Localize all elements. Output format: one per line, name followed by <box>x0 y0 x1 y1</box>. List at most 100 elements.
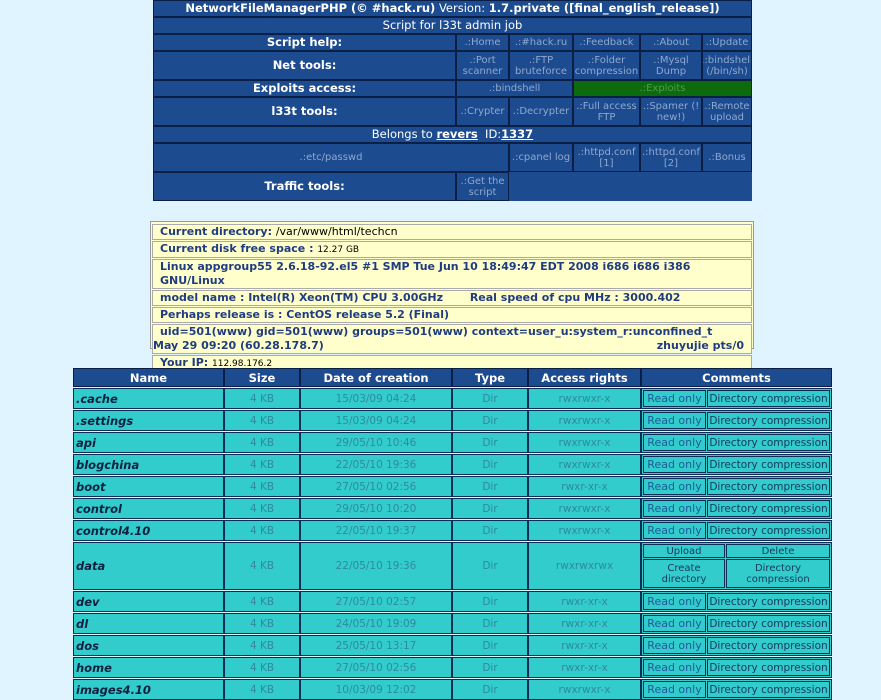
file-type: Dir <box>452 657 528 678</box>
file-rights: rwxr-xr-x <box>528 657 641 678</box>
file-type: Dir <box>452 432 528 453</box>
file-date: 27/05/10 02:56 <box>300 657 452 678</box>
file-date: 22/05/10 19:37 <box>300 520 452 541</box>
directory-compression-button[interactable]: Directory compression <box>707 593 830 610</box>
delete-button[interactable]: Delete <box>726 544 830 558</box>
table-row: api 4 KB 29/05/10 10:46 Dir rwxrwxr-x Read on… <box>73 432 832 453</box>
col-size[interactable]: Size <box>224 368 300 387</box>
file-date: 15/03/09 04:24 <box>300 410 452 431</box>
link-full-access-ftp[interactable]: .:Full access FTP <box>573 97 640 126</box>
col-comments[interactable]: Comments <box>641 368 832 387</box>
directory-compression-button[interactable]: Directory compression <box>707 500 830 517</box>
link-update[interactable]: .:Update <box>702 34 752 51</box>
directory-compression-button[interactable]: Directory compression <box>707 615 830 632</box>
exploits-label: Exploits access: <box>153 80 456 97</box>
file-size: 4 KB <box>224 542 300 590</box>
directory-compression-button[interactable]: Directory compression <box>707 412 830 429</box>
directory-compression-button[interactable]: Directory compression <box>707 522 830 539</box>
link-cpanel-log[interactable]: .:cpanel log <box>509 143 573 172</box>
directory-compression-button[interactable]: Directory compression <box>707 637 830 654</box>
file-name[interactable]: control4.10 <box>73 520 224 541</box>
directory-compression-button[interactable]: Directory compression <box>707 659 830 676</box>
col-date[interactable]: Date of creation <box>300 368 452 387</box>
link-etc-passwd[interactable]: .:etc/passwd <box>153 143 509 172</box>
link-bonus[interactable]: .:Bonus <box>702 143 752 172</box>
id-link[interactable]: 1337 <box>501 127 534 141</box>
link-crypter[interactable]: .:Crypter <box>456 97 509 126</box>
link-folder-compression[interactable]: .:Folder compression <box>573 51 640 80</box>
file-name[interactable]: dos <box>73 635 224 656</box>
disk-free: Current disk free space : 12.27 GB <box>152 241 752 258</box>
file-rights: rwxrwxr-x <box>528 388 641 409</box>
read-only-badge: Read only <box>643 434 706 451</box>
link-hackru[interactable]: .:#hack.ru <box>509 34 573 51</box>
read-only-badge: Read only <box>643 522 706 539</box>
link-home[interactable]: .:Home <box>456 34 509 51</box>
link-ftp-bruteforce[interactable]: .:FTP bruteforce <box>509 51 573 80</box>
link-remote-upload[interactable]: .:Remote upload <box>702 97 752 126</box>
table-row: .settings 4 KB 15/03/09 04:24 Dir rwxrwxr-x R… <box>73 410 832 431</box>
link-exploits[interactable]: .:Exploits <box>573 80 752 97</box>
file-date: 27/05/10 02:57 <box>300 591 452 612</box>
file-name[interactable]: data <box>73 542 224 590</box>
directory-compression-button[interactable]: Directory compression <box>707 478 830 495</box>
current-directory: Current directory: /var/www/html/techcn <box>152 224 752 240</box>
file-rights: rwxrwxrwx <box>528 542 641 590</box>
file-rights: rwxrwxr-x <box>528 454 641 475</box>
server-info: Current directory: /var/www/html/techcn … <box>150 221 754 372</box>
file-rights: rwxrwxr-x <box>528 410 641 431</box>
file-name[interactable]: dev <box>73 591 224 612</box>
link-about[interactable]: .:About <box>640 34 702 51</box>
file-name[interactable]: home <box>73 657 224 678</box>
upload-button[interactable]: Upload <box>643 544 725 558</box>
file-type: Dir <box>452 635 528 656</box>
file-date: 25/05/10 13:17 <box>300 635 452 656</box>
file-rights: rwxr-xr-x <box>528 635 641 656</box>
file-name[interactable]: .cache <box>73 388 224 409</box>
col-name[interactable]: Name <box>73 368 224 387</box>
file-rights: rwxrwxr-x <box>528 432 641 453</box>
table-row: blogchina 4 KB 22/05/10 19:36 Dir rwxrwxr-x R… <box>73 454 832 475</box>
link-get-script[interactable]: .:Get the script <box>456 172 509 201</box>
link-decrypter[interactable]: .:Decrypter <box>509 97 573 126</box>
file-rights: rwxr-xr-x <box>528 613 641 634</box>
file-name[interactable]: blogchina <box>73 454 224 475</box>
col-rights[interactable]: Access rights <box>528 368 641 387</box>
file-date: 22/05/10 19:36 <box>300 454 452 475</box>
file-size: 4 KB <box>224 410 300 431</box>
create-directory-button[interactable]: Create directory <box>643 559 725 588</box>
uid-info: uid=501(www) gid=501(www) groups=501(www… <box>152 324 752 354</box>
file-name[interactable]: dl <box>73 613 224 634</box>
file-type: Dir <box>452 613 528 634</box>
tools-menu: NetworkFileManagerPHP (© #hack.ru) Versi… <box>153 0 752 201</box>
table-header: Name Size Date of creation Type Access r… <box>73 368 832 387</box>
read-only-badge: Read only <box>643 637 706 654</box>
file-name[interactable]: api <box>73 432 224 453</box>
link-httpd-conf-1[interactable]: .:httpd.conf [1] <box>573 143 640 172</box>
read-only-badge: Read only <box>643 500 706 517</box>
directory-compression-button[interactable]: Directory compression <box>707 456 830 473</box>
link-spamer[interactable]: .:Spamer (! new!) <box>640 97 702 126</box>
file-name[interactable]: .settings <box>73 410 224 431</box>
link-port-scanner[interactable]: .:Port scanner <box>456 51 509 80</box>
file-actions: Read only Directory compression <box>641 432 832 453</box>
link-feedback[interactable]: .:Feedback <box>573 34 640 51</box>
file-name[interactable]: control <box>73 498 224 519</box>
file-size: 4 KB <box>224 635 300 656</box>
directory-compression-button[interactable]: Directory compression <box>707 434 830 451</box>
file-type: Dir <box>452 498 528 519</box>
file-size: 4 KB <box>224 498 300 519</box>
directory-compression-button[interactable]: Directory compression <box>726 559 830 588</box>
directory-compression-button[interactable]: Directory compression <box>707 390 830 407</box>
file-date: 29/05/10 10:46 <box>300 432 452 453</box>
file-name[interactable]: boot <box>73 476 224 497</box>
col-type[interactable]: Type <box>452 368 528 387</box>
link-bindshell[interactable]: .:bindshell <box>456 80 573 97</box>
link-mysql-dump[interactable]: .:Mysql Dump <box>640 51 702 80</box>
link-bindshell-sh[interactable]: .:bindshell (/bin/sh) <box>702 51 752 80</box>
link-httpd-conf-2[interactable]: .:httpd.conf [2] <box>640 143 702 172</box>
owner-link[interactable]: revers <box>436 127 478 141</box>
cpu-info: model name : Intel(R) Xeon(TM) CPU 3.00G… <box>152 290 752 306</box>
file-size: 4 KB <box>224 613 300 634</box>
subtitle: Script for l33t admin job <box>153 17 752 34</box>
